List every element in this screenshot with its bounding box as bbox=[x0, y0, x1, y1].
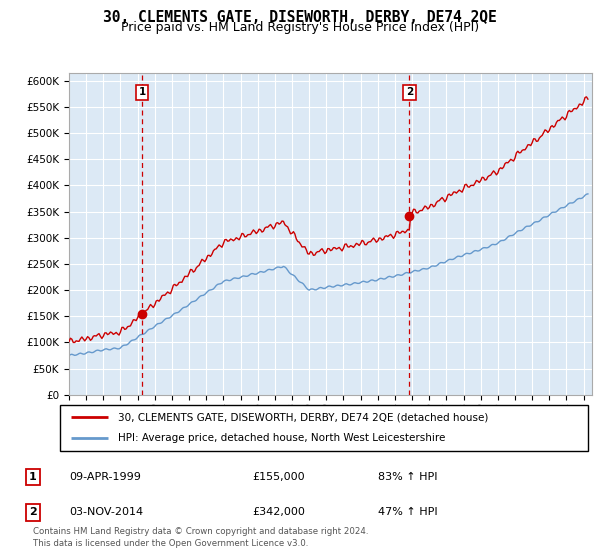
Text: £342,000: £342,000 bbox=[252, 507, 305, 517]
Text: 83% ↑ HPI: 83% ↑ HPI bbox=[378, 472, 437, 482]
Text: 09-APR-1999: 09-APR-1999 bbox=[69, 472, 141, 482]
Text: 30, CLEMENTS GATE, DISEWORTH, DERBY, DE74 2QE: 30, CLEMENTS GATE, DISEWORTH, DERBY, DE7… bbox=[103, 10, 497, 25]
Text: 03-NOV-2014: 03-NOV-2014 bbox=[69, 507, 143, 517]
Text: 2: 2 bbox=[406, 87, 413, 97]
Text: £155,000: £155,000 bbox=[252, 472, 305, 482]
Text: 1: 1 bbox=[139, 87, 146, 97]
Text: Price paid vs. HM Land Registry's House Price Index (HPI): Price paid vs. HM Land Registry's House … bbox=[121, 21, 479, 34]
Text: 30, CLEMENTS GATE, DISEWORTH, DERBY, DE74 2QE (detached house): 30, CLEMENTS GATE, DISEWORTH, DERBY, DE7… bbox=[118, 412, 488, 422]
Text: 47% ↑ HPI: 47% ↑ HPI bbox=[378, 507, 437, 517]
Text: 1: 1 bbox=[29, 472, 37, 482]
Text: HPI: Average price, detached house, North West Leicestershire: HPI: Average price, detached house, Nort… bbox=[118, 433, 445, 444]
Text: 2: 2 bbox=[29, 507, 37, 517]
FancyBboxPatch shape bbox=[60, 405, 588, 451]
Text: Contains HM Land Registry data © Crown copyright and database right 2024.
This d: Contains HM Land Registry data © Crown c… bbox=[33, 527, 368, 548]
